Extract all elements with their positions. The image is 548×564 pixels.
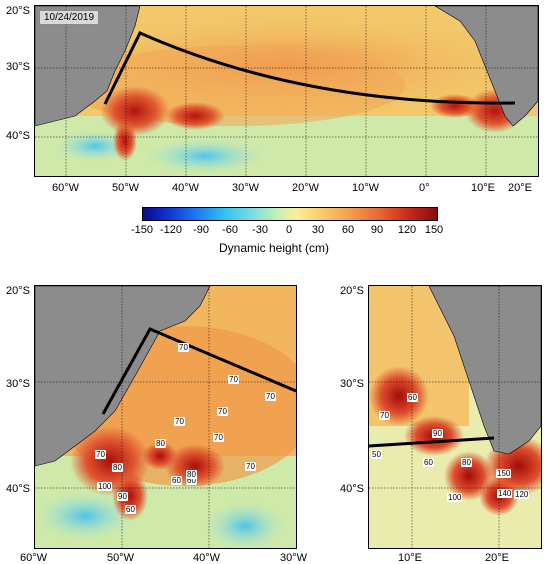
colorbar-tick: 150 bbox=[424, 224, 444, 236]
left-lon-label-50w: 50°W bbox=[107, 552, 135, 564]
left-map-field bbox=[35, 286, 296, 548]
colorbar bbox=[142, 207, 438, 221]
top-lat-label-30s: 30°S bbox=[6, 61, 30, 73]
contour-label: 70 bbox=[95, 450, 106, 459]
colorbar-tick: 90 bbox=[370, 224, 384, 236]
colorbar-tick: -60 bbox=[222, 224, 238, 236]
top-lat-label-40s: 40°S bbox=[6, 130, 30, 142]
right-lon-label-20e: 20°E bbox=[485, 552, 509, 564]
contour-label: 60 bbox=[407, 393, 418, 402]
top-lon-label-20e: 20°E bbox=[508, 182, 532, 194]
contour-label: 80 bbox=[112, 463, 123, 472]
colorbar-title: Dynamic height (cm) bbox=[218, 241, 330, 255]
left-lat-label-40s: 40°S bbox=[6, 483, 30, 495]
top-lat-label-20s: 20°S bbox=[6, 5, 30, 17]
top-map-panel: 10/24/2019 bbox=[34, 5, 539, 177]
contour-label: 120 bbox=[514, 490, 530, 499]
contour-label: 90 bbox=[117, 492, 128, 501]
left-lon-label-30w: 30°W bbox=[280, 552, 308, 564]
left-lat-label-20s: 20°S bbox=[6, 285, 30, 297]
contour-label: 50 bbox=[371, 450, 382, 459]
top-lon-label-40w: 40°W bbox=[172, 182, 200, 194]
top-lon-label-10w: 10°W bbox=[352, 182, 380, 194]
left-transect-line bbox=[101, 327, 296, 415]
colorbar-tick: -150 bbox=[130, 224, 154, 236]
colorbar-tick: -120 bbox=[159, 224, 183, 236]
right-lon-label-10e: 10°E bbox=[398, 552, 422, 564]
colorbar-tick: 30 bbox=[311, 224, 325, 236]
right-lat-label-30s: 30°S bbox=[340, 378, 364, 390]
right-map-field bbox=[369, 286, 541, 548]
colorbar-tick: 60 bbox=[341, 224, 355, 236]
contour-label: 70 bbox=[178, 343, 189, 352]
contour-label: 80 bbox=[461, 458, 472, 467]
colorbar-tick: 120 bbox=[397, 224, 417, 236]
contour-label: 60 bbox=[186, 476, 197, 485]
contour-label: 70 bbox=[245, 462, 256, 471]
contour-label: 70 bbox=[228, 375, 239, 384]
contour-label: 140 bbox=[497, 489, 513, 498]
top-lon-label-20w: 20°W bbox=[292, 182, 320, 194]
left-lat-label-30s: 30°S bbox=[6, 378, 30, 390]
top-lon-label-50w: 50°W bbox=[112, 182, 140, 194]
contour-label: 100 bbox=[97, 482, 113, 491]
right-map-panel: 60 70 90 60 80 150 100 140 120 50 bbox=[368, 285, 542, 549]
contour-label: 60 bbox=[125, 505, 136, 514]
colorbar-tick: -90 bbox=[193, 224, 209, 236]
contour-label: 70 bbox=[213, 433, 224, 442]
date-label: 10/24/2019 bbox=[39, 10, 100, 25]
top-lon-label-0: 0° bbox=[419, 182, 430, 194]
contour-label: 90 bbox=[432, 429, 443, 438]
colorbar-tick: -30 bbox=[252, 224, 268, 236]
top-map-field bbox=[35, 6, 538, 176]
contour-label: 100 bbox=[447, 493, 463, 502]
contour-label: 70 bbox=[379, 411, 390, 420]
transect-line bbox=[103, 31, 516, 105]
contour-label: 80 bbox=[155, 439, 166, 448]
left-lon-label-40w: 40°W bbox=[193, 552, 221, 564]
contour-label: 60 bbox=[171, 476, 182, 485]
contour-label: 80 bbox=[186, 470, 197, 479]
colorbar-tick: 0 bbox=[285, 224, 293, 236]
contour-label: 150 bbox=[496, 469, 512, 478]
right-transect-line bbox=[369, 436, 495, 448]
top-lon-label-30w: 30°W bbox=[232, 182, 260, 194]
left-lon-label-60w: 60°W bbox=[20, 552, 48, 564]
contour-label: 70 bbox=[265, 392, 276, 401]
right-lat-label-40s: 40°S bbox=[340, 483, 364, 495]
contour-label: 70 bbox=[217, 407, 228, 416]
right-lat-label-20s: 20°S bbox=[340, 285, 364, 297]
left-map-panel: 70 70 70 70 70 80 70 80 60 80 60 70 100 … bbox=[34, 285, 297, 549]
contour-label: 60 bbox=[423, 458, 434, 467]
top-lon-label-10e: 10°E bbox=[471, 182, 495, 194]
contour-label: 70 bbox=[174, 417, 185, 426]
top-lon-label-60w: 60°W bbox=[52, 182, 80, 194]
